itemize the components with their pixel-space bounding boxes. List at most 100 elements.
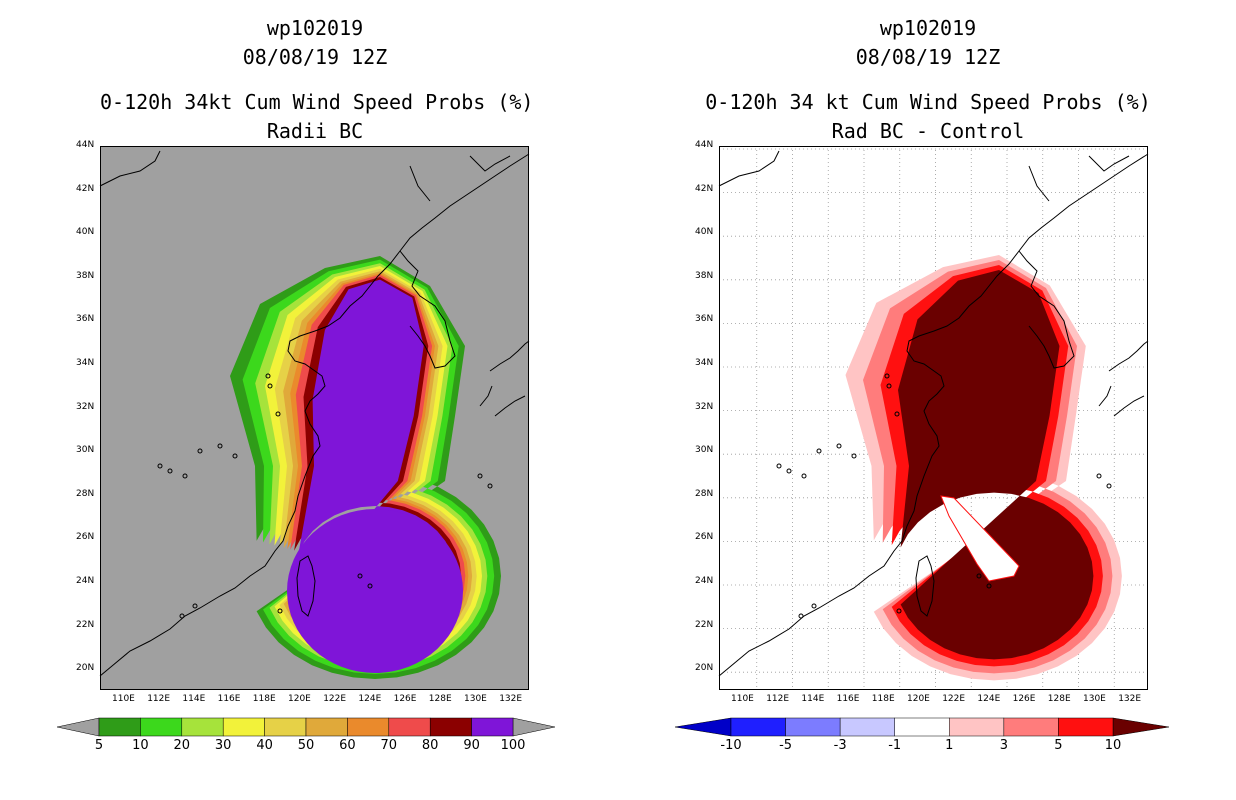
- lon-label: 122E: [942, 694, 966, 704]
- lat-label: 30N: [76, 445, 95, 456]
- colorbar-swatch: [264, 717, 307, 737]
- colorbar-label: 100: [500, 738, 526, 753]
- colorbar-label: 1: [945, 738, 954, 753]
- colorbar-swatch: [785, 717, 841, 737]
- colorbar-swatch: [181, 717, 224, 737]
- colorbar-label: 20: [173, 738, 191, 753]
- lat-label: 24N: [695, 576, 714, 586]
- lat-label: 36N: [695, 314, 714, 325]
- left-map-svg: [99, 146, 530, 690]
- lon-label: 114E: [801, 694, 825, 704]
- lat-label: 32N: [695, 401, 714, 412]
- lat-label: 42N: [76, 183, 95, 194]
- right_panel-colorbar-svg: [674, 717, 1170, 737]
- colorbar-swatch: [1003, 717, 1059, 737]
- lat-label: 22N: [76, 619, 95, 630]
- left-title-product: 0-120h 34kt Cum Wind Speed Probs (%): [100, 90, 534, 114]
- lon-label: 124E: [358, 694, 382, 704]
- lat-label: 20N: [76, 663, 95, 674]
- lon-label: 124E: [977, 694, 1001, 704]
- colorbar-swatch: [222, 717, 265, 737]
- colorbar-swatch: [140, 717, 183, 737]
- lat-label: 40N: [695, 227, 714, 238]
- lat-label: 34N: [695, 358, 714, 368]
- colorbar-label: 50: [297, 738, 315, 753]
- right-title-subtitle: Rad BC - Control: [831, 119, 1025, 143]
- colorbar-swatch: [347, 717, 390, 737]
- lat-label: 28N: [76, 488, 95, 499]
- lon-label: 116E: [217, 694, 241, 704]
- lat-label: 38N: [76, 270, 95, 281]
- left-title-storm-id: wp102019: [266, 16, 364, 40]
- lat-label: 38N: [695, 270, 714, 281]
- lon-label: 126E: [393, 694, 417, 704]
- right-map: [718, 146, 1149, 690]
- colorbar-label: -5: [779, 738, 793, 753]
- lon-label: 118E: [871, 694, 895, 704]
- colorbar-label: 10: [1104, 738, 1122, 753]
- colorbar-label: -1: [888, 738, 902, 753]
- lon-label: 118E: [252, 694, 276, 704]
- lon-label: 122E: [323, 694, 347, 704]
- lon-label: 130E: [464, 694, 487, 704]
- lon-label: 132E: [499, 694, 523, 704]
- lat-label: 32N: [76, 401, 95, 412]
- lat-label: 28N: [695, 488, 714, 499]
- colorbar-label: 90: [463, 738, 480, 753]
- lat-label: 30N: [695, 445, 714, 456]
- colorbar-label: 70: [380, 738, 398, 753]
- lat-label: 22N: [695, 619, 714, 630]
- colorbar-label: -3: [833, 738, 847, 753]
- lon-label: 114E: [182, 694, 206, 704]
- colorbar-label: 10: [132, 738, 149, 753]
- lon-label: 110E: [112, 694, 135, 704]
- colorbar-swatch: [894, 717, 950, 737]
- colorbar-swatch: [839, 717, 895, 737]
- lat-label: 26N: [695, 532, 714, 543]
- lat-label: 20N: [695, 663, 714, 674]
- left-title-date: 08/08/19 12Z: [242, 45, 388, 69]
- lat-label: 44N: [76, 140, 95, 150]
- lon-label: 128E: [428, 694, 452, 704]
- colorbar-swatch: [730, 717, 786, 737]
- colorbar-swatch: [98, 717, 141, 737]
- colorbar-swatch: [429, 717, 472, 737]
- diff-neutral-area: [940, 495, 1020, 582]
- right-map-svg: [718, 146, 1149, 690]
- lat-label: 24N: [76, 576, 95, 586]
- left-map: [99, 146, 530, 690]
- lon-label: 112E: [766, 694, 790, 704]
- lon-label: 126E: [1012, 694, 1036, 704]
- diff-contour-3: [898, 270, 1094, 660]
- prob-core-100: [287, 509, 463, 673]
- coastline: [718, 150, 1149, 677]
- lon-label: 128E: [1047, 694, 1071, 704]
- colorbar-label: 40: [256, 738, 273, 753]
- lon-label: 112E: [147, 694, 171, 704]
- colorbar-label: 5: [1054, 738, 1063, 753]
- right-title-date: 08/08/19 12Z: [855, 45, 1001, 69]
- colorbar-label: 5: [94, 738, 104, 753]
- colorbar-swatch: [1058, 717, 1114, 737]
- colorbar-label: -10: [720, 738, 742, 753]
- lat-label: 36N: [76, 314, 95, 325]
- left_panel-colorbar-svg: [56, 717, 556, 737]
- lat-label: 44N: [695, 140, 714, 150]
- colorbar-label: 80: [421, 738, 439, 753]
- colorbar-swatch: [388, 717, 431, 737]
- colorbar-label: 3: [999, 738, 1008, 753]
- coastline: [99, 150, 530, 677]
- lon-label: 130E: [1083, 694, 1106, 704]
- lon-label: 132E: [1118, 694, 1142, 704]
- lon-label: 116E: [836, 694, 860, 704]
- lon-label: 110E: [731, 694, 754, 704]
- lat-label: 42N: [695, 183, 714, 194]
- lon-label: 120E: [288, 694, 311, 704]
- lat-label: 40N: [76, 227, 95, 238]
- colorbar-swatch: [949, 717, 1005, 737]
- right-title-product: 0-120h 34 kt Cum Wind Speed Probs (%): [705, 90, 1151, 114]
- colorbar-swatch: [305, 717, 348, 737]
- colorbar-swatch: [471, 717, 514, 737]
- colorbar-label: 30: [214, 738, 232, 753]
- lat-label: 34N: [76, 358, 95, 368]
